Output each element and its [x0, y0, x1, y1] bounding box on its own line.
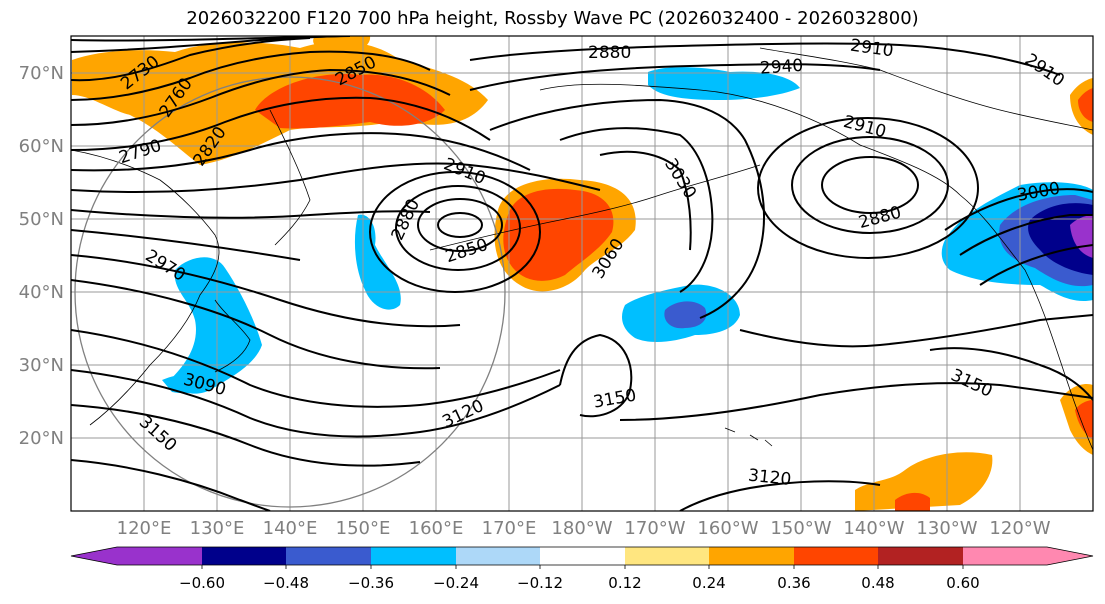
colorbar: −0.60 −0.48 −0.36 −0.24 −0.12 0.12 0.24 … — [70, 546, 1094, 592]
shading-layer — [72, 36, 1093, 511]
coast-kamchatka — [269, 109, 311, 246]
contour-label: 2940 — [759, 56, 804, 79]
coast-west-na — [959, 194, 1093, 451]
lat-tick-label: 70°N — [19, 63, 64, 84]
colorbar-segment — [456, 547, 540, 565]
colorbar-tick-label: 0.48 — [861, 574, 894, 592]
lon-tick-label: 160°E — [409, 518, 464, 539]
lat-tick-label: 40°N — [19, 282, 64, 303]
graticule — [71, 36, 1093, 511]
colorbar-tick-label: 0.36 — [777, 574, 810, 592]
coastlines — [71, 47, 1093, 451]
lon-tick-label: 170°W — [624, 518, 685, 539]
colorbar-tick-label: 0.60 — [946, 574, 979, 592]
lon-tick-label: 130°W — [916, 518, 977, 539]
colorbar-tick-label: −0.12 — [517, 574, 563, 592]
lon-tick-label: 120°E — [117, 518, 172, 539]
colorbar-segment — [709, 547, 794, 565]
positive-anomaly-east-core — [1075, 400, 1093, 440]
negative-anomaly-west-na-core — [1070, 215, 1093, 258]
colorbar-segment — [202, 547, 286, 565]
lat-tick-label: 50°N — [19, 209, 64, 230]
colorbar-tick-label: 0.12 — [608, 574, 641, 592]
lon-tick-label: 160°W — [697, 518, 758, 539]
latitude-labels: 70°N 60°N 50°N 40°N 30°N 20°N — [19, 63, 64, 449]
radius-circle — [74, 76, 506, 508]
colorbar-segment — [540, 547, 625, 565]
lat-tick-label: 20°N — [19, 428, 64, 449]
map-title: 2026032200 F120 700 hPa height, Rossby W… — [186, 8, 919, 29]
positive-anomaly-ne-core — [1078, 88, 1093, 122]
lon-tick-label: 150°E — [336, 518, 391, 539]
colorbar-tick-label: −0.60 — [179, 574, 225, 592]
coast-aleutians — [429, 164, 761, 251]
height-contours — [71, 36, 1093, 511]
contour-label: 3120 — [747, 466, 792, 490]
colorbar-segment — [371, 547, 456, 565]
lat-tick-label: 30°N — [19, 355, 64, 376]
lon-tick-label: 180°W — [551, 518, 612, 539]
colorbar-tick-label: −0.36 — [348, 574, 394, 592]
coast-arctic — [759, 47, 1093, 131]
positive-anomaly-nw-core — [255, 74, 445, 129]
lon-tick-label: 150°W — [770, 518, 831, 539]
colorbar-segment — [794, 547, 878, 565]
positive-anomaly-se — [855, 452, 993, 511]
negative-anomaly-alaska — [648, 67, 800, 100]
lon-tick-label: 120°W — [989, 518, 1050, 539]
coast-hawaii — [724, 427, 773, 447]
contour-label: 2880 — [588, 43, 631, 63]
negative-anomaly-south-japan — [162, 374, 212, 394]
coast-asia — [71, 149, 220, 426]
lon-tick-label: 170°E — [482, 518, 537, 539]
colorbar-outline — [70, 546, 1094, 566]
colorbar-tick-label: −0.48 — [263, 574, 309, 592]
coast-alaska — [539, 83, 961, 196]
lat-tick-label: 60°N — [19, 136, 64, 157]
colorbar-segment — [117, 547, 202, 565]
colorbar-extend-high — [1047, 547, 1093, 565]
colorbar-segment — [878, 547, 963, 565]
colorbar-segment — [963, 547, 1047, 565]
map-frame — [70, 35, 1094, 512]
positive-anomaly-se-core — [895, 492, 930, 511]
colorbar-segment — [625, 547, 709, 565]
lon-tick-label: 140°W — [843, 518, 904, 539]
positive-anomaly-east — [1060, 383, 1093, 455]
colorbar-segment — [286, 547, 371, 565]
positive-anomaly-nw-top — [313, 36, 371, 54]
negative-anomaly-subtropic-core — [664, 301, 707, 329]
coast-japan — [214, 299, 251, 373]
lon-tick-label: 140°E — [263, 518, 318, 539]
colorbar-extend-low — [71, 547, 117, 565]
colorbar-tick-label: −0.24 — [433, 574, 479, 592]
longitude-labels: 120°E 130°E 140°E 150°E 160°E 170°E 180°… — [117, 518, 1051, 539]
negative-anomaly-kurils — [354, 214, 401, 310]
colorbar-tick-label: 0.24 — [692, 574, 725, 592]
lon-tick-label: 130°E — [190, 518, 245, 539]
